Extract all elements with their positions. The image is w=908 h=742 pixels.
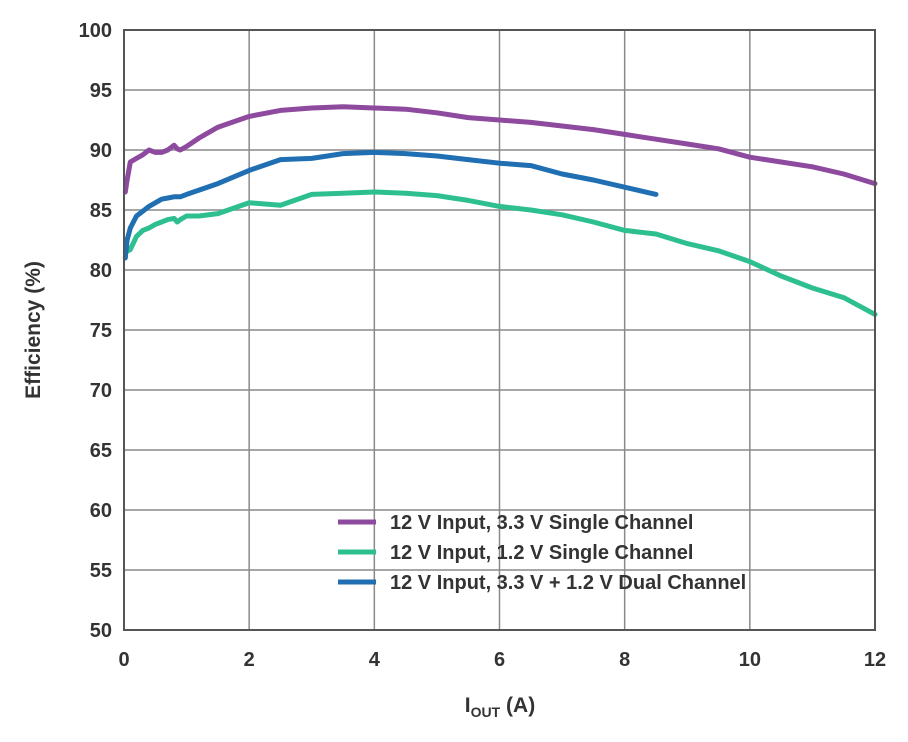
x-axis-label-unit: (A) bbox=[500, 694, 535, 717]
x-tick-label: 10 bbox=[739, 649, 761, 671]
y-tick-label: 100 bbox=[79, 20, 112, 42]
y-axis-ticks: 50 55 60 65 70 75 80 85 90 95 100 bbox=[79, 20, 112, 642]
x-axis-ticks: 0 2 4 6 8 10 12 bbox=[118, 649, 886, 671]
x-tick-label: 6 bbox=[494, 649, 505, 671]
legend-label: 12 V Input, 1.2 V Single Channel bbox=[390, 542, 693, 564]
y-tick-label: 75 bbox=[90, 320, 112, 342]
legend-label: 12 V Input, 3.3 V + 1.2 V Dual Channel bbox=[390, 572, 746, 594]
x-axis-label: IOUT (A) bbox=[465, 694, 535, 720]
y-tick-label: 50 bbox=[90, 620, 112, 642]
plot-area-frame bbox=[123, 29, 876, 631]
x-tick-label: 4 bbox=[369, 649, 381, 671]
series-line-3 bbox=[122, 149, 659, 261]
series-lines bbox=[122, 104, 878, 317]
x-tick-label: 2 bbox=[244, 649, 255, 671]
y-tick-label: 70 bbox=[90, 380, 112, 402]
x-axis-label-main: I bbox=[465, 694, 471, 717]
y-tick-label: 95 bbox=[90, 80, 112, 102]
y-tick-label: 55 bbox=[90, 560, 112, 582]
y-tick-label: 60 bbox=[90, 500, 112, 522]
legend-label: 12 V Input, 3.3 V Single Channel bbox=[390, 512, 693, 534]
y-tick-label: 80 bbox=[90, 260, 112, 282]
y-tick-label: 65 bbox=[90, 440, 112, 462]
y-tick-label: 85 bbox=[90, 200, 112, 222]
series-line-2 bbox=[122, 189, 878, 317]
x-tick-label: 8 bbox=[619, 649, 630, 671]
y-tick-label: 90 bbox=[90, 140, 112, 162]
x-axis-label-subscript: OUT bbox=[471, 704, 501, 720]
y-axis-label: Efficiency (%) bbox=[22, 261, 45, 399]
x-tick-label: 0 bbox=[118, 649, 129, 671]
series-line-1 bbox=[122, 104, 878, 195]
x-tick-label: 12 bbox=[864, 649, 886, 671]
legend: 12 V Input, 3.3 V Single Channel 12 V Inp… bbox=[338, 512, 746, 594]
